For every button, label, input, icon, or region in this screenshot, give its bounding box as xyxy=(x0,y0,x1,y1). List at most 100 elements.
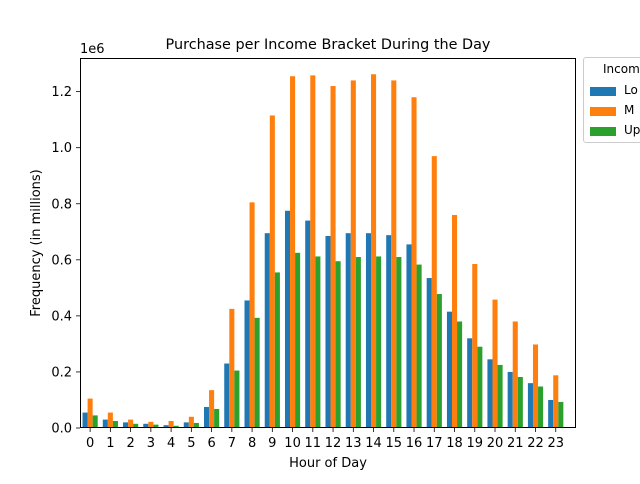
legend-label-0: Lo xyxy=(624,83,638,97)
chart-title: Purchase per Income Bracket During the D… xyxy=(166,37,491,53)
bar-s0-h21 xyxy=(507,371,513,428)
bar-s1-h1 xyxy=(107,412,113,428)
bar-s1-h15 xyxy=(391,80,397,429)
bar-s1-h2 xyxy=(128,419,134,428)
x-tick-label: 21 xyxy=(507,436,524,451)
x-tick-label: 16 xyxy=(406,436,423,451)
bar-s2-h14 xyxy=(376,256,382,428)
x-tick-label: 18 xyxy=(446,436,463,451)
bar-s2-h7 xyxy=(234,370,240,428)
bars-group xyxy=(82,74,564,429)
bar-s0-h10 xyxy=(284,210,291,428)
x-tick-label: 15 xyxy=(386,436,403,451)
x-tick-label: 19 xyxy=(467,436,484,451)
x-tick-label: 4 xyxy=(167,436,175,451)
bar-s2-h10 xyxy=(295,252,301,428)
x-tick-label: 2 xyxy=(126,436,134,451)
x-tick-label: 3 xyxy=(147,436,155,451)
y-tick-label: 1.2 xyxy=(51,85,72,100)
bar-s0-h9 xyxy=(264,233,270,428)
x-ticks-group: 0 1 2 3 4 5 6 7 8 9 10 11 12 13 14 15 16 17 18 19 20 21 22 23 xyxy=(86,428,564,451)
bar-s0-h1 xyxy=(102,419,108,428)
bar-s0-h7 xyxy=(224,363,230,428)
bar-s0-h17 xyxy=(426,278,432,428)
bar-s2-h20 xyxy=(497,364,503,428)
bar-s0-h14 xyxy=(365,233,372,428)
bar-s0-h15 xyxy=(386,235,392,428)
bar-s1-h10 xyxy=(290,76,296,428)
legend: Incom Lo M Up xyxy=(583,57,640,143)
bar-s2-h21 xyxy=(517,376,523,428)
bar-s1-h22 xyxy=(532,344,539,428)
bar-s0-h12 xyxy=(325,235,331,428)
bar-s0-h20 xyxy=(487,359,493,428)
bar-s1-h19 xyxy=(472,264,478,428)
bar-s0-h0 xyxy=(82,412,88,428)
bar-s2-h15 xyxy=(396,257,402,428)
y-tick-label: 0.2 xyxy=(51,365,72,380)
bar-s0-h16 xyxy=(406,244,412,428)
bar-s2-h4 xyxy=(173,425,179,428)
bar-s2-h23 xyxy=(558,401,564,428)
y-ticks-group: 0.0 0.2 0.4 0.6 0.8 1.0 1.2 xyxy=(51,85,80,437)
bar-s2-h16 xyxy=(416,264,422,428)
bar-s2-h19 xyxy=(477,346,483,428)
legend-swatch-1 xyxy=(590,107,616,116)
bar-s0-h19 xyxy=(467,338,473,428)
bar-s0-h5 xyxy=(183,422,189,428)
x-tick-label: 7 xyxy=(228,436,236,451)
bar-s0-h11 xyxy=(305,220,311,428)
bar-s0-h4 xyxy=(163,425,169,428)
y-tick-label: 0.0 xyxy=(51,422,72,437)
legend-title: Incom xyxy=(603,62,640,76)
bar-s1-h13 xyxy=(350,80,356,429)
bar-s2-h2 xyxy=(133,423,139,428)
bar-s2-h11 xyxy=(315,256,321,428)
x-tick-label: 9 xyxy=(268,436,276,451)
bar-s1-h21 xyxy=(512,321,518,428)
x-tick-label: 1 xyxy=(106,436,114,451)
bar-s1-h9 xyxy=(269,115,275,429)
bar-s0-h3 xyxy=(143,423,149,428)
bar-s1-h11 xyxy=(310,75,316,428)
x-tick-label: 23 xyxy=(547,436,564,451)
bar-s2-h13 xyxy=(355,257,361,428)
y-offset-label: 1e6 xyxy=(80,42,105,57)
x-tick-label: 5 xyxy=(187,436,195,451)
x-axis-label: Hour of Day xyxy=(289,456,367,471)
bar-s1-h23 xyxy=(553,375,559,428)
bar-s0-h22 xyxy=(527,383,533,428)
bar-s1-h20 xyxy=(492,299,498,428)
bar-s2-h9 xyxy=(274,272,280,428)
bar-s2-h0 xyxy=(92,415,98,428)
bar-s2-h8 xyxy=(254,317,260,428)
bar-s1-h12 xyxy=(330,86,336,428)
bar-s1-h18 xyxy=(452,214,458,428)
bar-s1-h14 xyxy=(371,74,377,428)
bar-s2-h6 xyxy=(214,408,220,428)
x-tick-label: 17 xyxy=(426,436,443,451)
bar-s0-h6 xyxy=(204,406,210,428)
bar-s1-h16 xyxy=(411,97,417,429)
y-tick-label: 0.8 xyxy=(51,197,72,212)
bar-s2-h17 xyxy=(436,294,442,428)
bar-s0-h2 xyxy=(123,422,129,428)
bar-s0-h18 xyxy=(446,311,452,428)
x-tick-label: 20 xyxy=(487,436,504,451)
bar-s2-h22 xyxy=(538,386,544,428)
x-tick-label: 10 xyxy=(284,436,301,451)
y-tick-label: 1.0 xyxy=(51,141,72,156)
bar-s0-h23 xyxy=(548,399,554,428)
bar-s2-h1 xyxy=(112,420,118,428)
y-tick-label: 0.4 xyxy=(51,309,72,324)
bar-s1-h4 xyxy=(168,420,174,428)
y-axis-label: Frequency (in millions) xyxy=(29,169,44,317)
bar-s1-h6 xyxy=(209,390,215,428)
legend-swatch-0 xyxy=(590,87,616,96)
legend-swatch-2 xyxy=(590,127,616,136)
x-tick-label: 13 xyxy=(345,436,362,451)
bar-s0-h8 xyxy=(244,300,250,428)
bar-s1-h7 xyxy=(229,308,235,428)
